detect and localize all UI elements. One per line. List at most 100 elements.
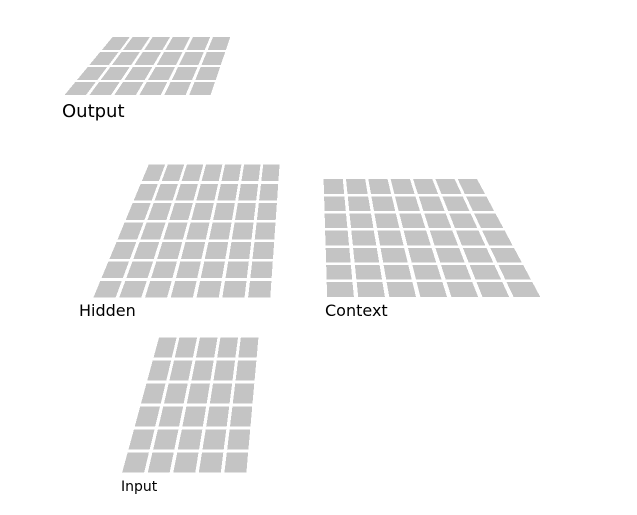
context-unit-cell: [412, 264, 442, 280]
context-unit-cell: [325, 247, 351, 263]
output-unit-cell: [124, 67, 153, 80]
input-unit-cell: [158, 406, 184, 427]
context-unit-cell: [498, 264, 531, 280]
context-unit-cell: [466, 196, 495, 212]
hidden-unit-cell: [154, 183, 178, 201]
context-unit-cell: [506, 282, 541, 297]
context-unit-cell: [395, 196, 420, 212]
context-unit-cell: [449, 213, 478, 229]
context-unit-cell: [476, 282, 510, 297]
input-unit-cell: [206, 406, 230, 427]
output-unit-cell: [139, 82, 168, 95]
hidden-unit-cell: [101, 261, 129, 279]
hidden-unit-cell: [261, 164, 280, 182]
input-unit-cell: [186, 383, 210, 404]
input-unit-cell: [147, 452, 174, 473]
context-unit-cell: [429, 230, 459, 246]
input-unit-cell: [122, 452, 149, 473]
hidden-unit-cell: [126, 261, 153, 279]
context-unit-cell: [374, 213, 400, 229]
output-unit-cell: [89, 52, 119, 65]
hidden-unit-cell: [228, 242, 252, 259]
hidden-unit-cell: [141, 164, 166, 182]
input-unit-cell: [177, 429, 203, 450]
output-unit-cell: [111, 52, 140, 65]
hidden-unit-cell: [248, 280, 272, 298]
context-unit-cell: [383, 264, 412, 280]
hidden-unit-cell: [222, 280, 247, 298]
hidden-unit-cell: [145, 280, 172, 298]
output-unit-cell: [114, 82, 144, 95]
hidden-unit-cell: [221, 164, 242, 182]
layer-context-grid: [323, 179, 541, 297]
context-unit-cell: [390, 179, 415, 194]
context-unit-cell: [368, 179, 392, 194]
context-unit-cell: [324, 213, 348, 229]
context-unit-cell: [456, 230, 486, 246]
context-unit-cell: [380, 247, 408, 263]
input-unit-cell: [230, 406, 253, 427]
hidden-unit-cell: [186, 222, 210, 240]
context-unit-cell: [353, 247, 380, 263]
context-unit-cell: [442, 196, 470, 212]
output-unit-cell: [77, 67, 108, 80]
output-unit-cell: [164, 82, 192, 95]
input-unit-cell: [198, 452, 224, 473]
context-unit-cell: [441, 264, 472, 280]
input-unit-cell: [141, 383, 166, 404]
hidden-unit-cell: [181, 164, 204, 182]
hidden-unit-cell: [252, 242, 275, 259]
hidden-unit-cell: [238, 183, 259, 201]
hidden-unit-cell: [181, 242, 206, 259]
context-unit-cell: [323, 179, 345, 194]
hidden-unit-cell: [204, 242, 229, 259]
context-unit-cell: [351, 230, 377, 246]
hidden-unit-cell: [256, 203, 277, 220]
output-unit-cell: [134, 52, 162, 65]
hidden-unit-cell: [117, 222, 144, 240]
context-unit-cell: [356, 282, 385, 297]
output-unit-cell: [100, 67, 130, 80]
output-unit-cell: [156, 52, 183, 65]
hidden-unit-cell: [217, 183, 239, 201]
output-unit-cell: [165, 37, 191, 50]
hidden-unit-cell: [175, 183, 198, 201]
context-unit-cell: [377, 230, 404, 246]
context-unit-cell: [349, 213, 374, 229]
hidden-unit-cell: [254, 222, 276, 240]
input-unit-cell: [128, 429, 155, 450]
hidden-unit-cell: [200, 261, 225, 279]
output-unit-cell: [179, 52, 204, 65]
hidden-unit-cell: [109, 242, 137, 259]
hidden-unit-cell: [163, 222, 188, 240]
context-unit-cell: [403, 230, 431, 246]
context-unit-cell: [324, 196, 346, 212]
hidden-unit-cell: [259, 183, 279, 201]
input-unit-cell: [217, 337, 238, 358]
hidden-unit-cell: [225, 261, 249, 279]
context-unit-cell: [371, 196, 396, 212]
context-unit-cell: [416, 282, 447, 297]
layer-output-grid: [64, 37, 231, 95]
input-label: Input: [121, 479, 158, 495]
input-unit-cell: [209, 383, 233, 404]
hidden-unit-cell: [231, 222, 254, 240]
input-unit-cell: [238, 337, 259, 358]
context-unit-cell: [435, 247, 465, 263]
hidden-unit-cell: [157, 242, 183, 259]
context-unit-cell: [399, 213, 426, 229]
context-unit-cell: [408, 247, 437, 263]
layer-hidden-grid: [93, 164, 280, 298]
hidden-unit-cell: [191, 203, 214, 220]
hidden-unit-cell: [169, 203, 193, 220]
context-unit-cell: [347, 196, 371, 212]
input-unit-cell: [153, 429, 179, 450]
context-unit-cell: [469, 264, 502, 280]
input-unit-cell: [173, 452, 199, 473]
context-unit-cell: [325, 230, 349, 246]
context-unit-cell: [462, 247, 494, 263]
input-unit-cell: [134, 406, 160, 427]
context-unit-cell: [326, 264, 353, 280]
context-label: Context: [325, 301, 388, 320]
